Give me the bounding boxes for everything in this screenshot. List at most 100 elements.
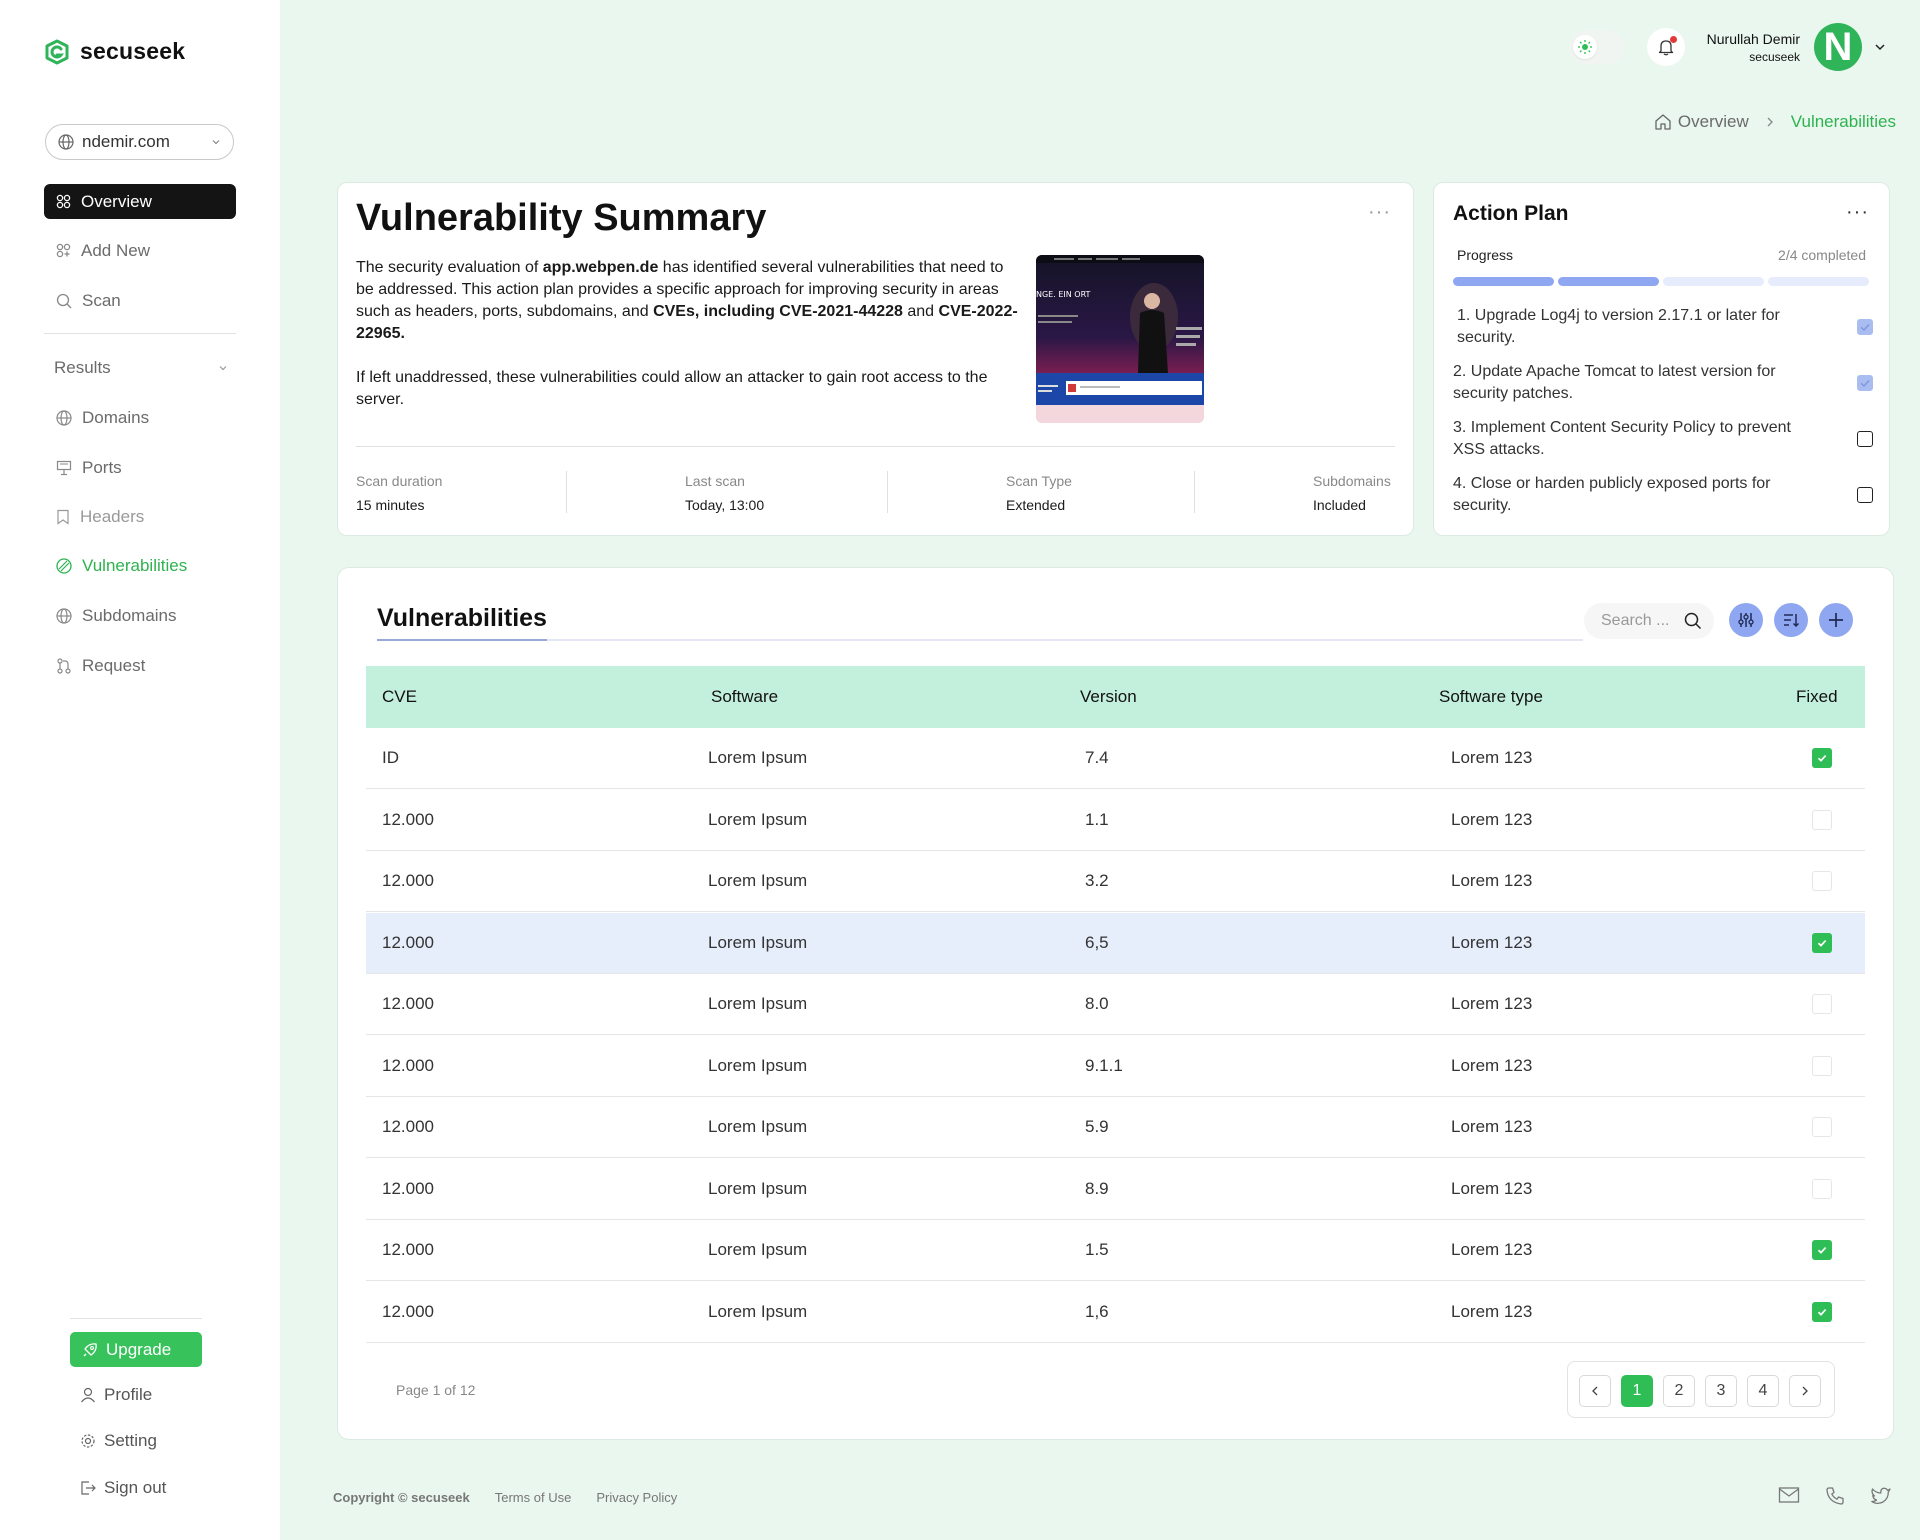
action-item-checkbox[interactable] [1857,431,1873,447]
fixed-checkbox[interactable] [1812,748,1832,768]
fixed-checkbox[interactable] [1812,1301,1832,1322]
column-header-fixed[interactable]: Fixed [1796,687,1838,706]
filter-sliders-icon [1738,613,1754,627]
breadcrumb-home[interactable]: Overview [1654,112,1749,132]
sort-button[interactable] [1774,603,1808,637]
column-header-version[interactable]: Version [1080,687,1137,706]
sidebar-item-label: Vulnerabilities [82,555,188,575]
fixed-checkbox[interactable] [1812,1178,1832,1199]
table-row[interactable]: 12.000 Lorem Ipsum 5.9 Lorem 123 [366,1097,1865,1158]
phone-icon[interactable] [1825,1486,1845,1506]
progress-label: Progress [1457,247,1514,263]
table-row[interactable]: 12.000 Lorem Ipsum 3.2 Lorem 123 [366,851,1865,912]
cell-cve: 12.000 [382,1178,434,1198]
theme-toggle[interactable] [1569,30,1624,64]
upgrade-button[interactable]: Upgrade [70,1332,202,1367]
results-group-toggle[interactable]: Results [44,350,236,385]
search-placeholder: Search ... [1601,612,1670,629]
sidebar-item-ports[interactable]: Ports [44,450,236,485]
table-row[interactable]: ID Lorem Ipsum 7.4 Lorem 123 [366,728,1865,789]
fixed-checkbox[interactable] [1812,1055,1832,1076]
stat-separator [566,471,567,513]
fixed-checkbox[interactable] [1812,932,1832,953]
table-row[interactable]: 12.000 Lorem Ipsum 6,5 Lorem 123 [366,912,1865,974]
prev-page-button[interactable] [1579,1375,1611,1407]
check-icon [1817,939,1827,947]
sidebar-item-domains[interactable]: Domains [44,400,236,435]
terms-link[interactable]: Terms of Use [494,1490,572,1505]
action-item-checkbox[interactable] [1857,319,1873,335]
filter-button[interactable] [1729,603,1763,637]
table-row[interactable]: 12.000 Lorem Ipsum 8.0 Lorem 123 [366,974,1865,1035]
stat-scan-duration: Scan duration 15 minutes [356,473,442,513]
logo[interactable]: secuseek [44,38,185,65]
footer-icons [1778,1486,1892,1506]
avatar[interactable]: N [1814,23,1862,71]
page-button[interactable]: 4 [1747,1375,1779,1407]
fixed-checkbox[interactable] [1812,1240,1832,1260]
table-row[interactable]: 12.000 Lorem Ipsum 9.1.1 Lorem 123 [366,1036,1865,1097]
screenshot-image: NGE. EIN ORT [1036,255,1204,405]
sidebar-item-vulnerabilities[interactable]: Vulnerabilities [44,548,236,583]
page-button[interactable]: 1 [1621,1375,1653,1407]
summary-title: Vulnerability Summary [356,197,767,239]
search-icon [1684,612,1702,630]
check-icon [1817,1247,1827,1254]
thumbnail-caption: NGE. EIN ORT [1036,290,1091,299]
column-header-software-type[interactable]: Software type [1439,687,1543,706]
breadcrumb: Overview Vulnerabilities [1654,112,1896,132]
cell-software-type: Lorem 123 [1451,1178,1533,1198]
privacy-link[interactable]: Privacy Policy [596,1490,678,1505]
chevron-down-icon[interactable] [1873,40,1887,54]
sidebar-item-overview[interactable]: Overview [44,184,236,219]
cell-version: 1.5 [1085,1240,1109,1259]
sidebar-item-request[interactable]: Request [44,648,236,683]
column-header-cve[interactable]: CVE [382,687,417,706]
twitter-icon[interactable] [1870,1486,1892,1506]
more-options-icon[interactable]: ··· [1368,201,1391,223]
setting-link[interactable]: Setting [80,1431,157,1451]
action-item-checkbox[interactable] [1857,375,1873,391]
table-row[interactable]: 12.000 Lorem Ipsum 1.5 Lorem 123 [366,1220,1865,1281]
profile-link[interactable]: Profile [80,1385,152,1405]
domain-select-value: ndemir.com [82,132,170,151]
cell-cve: 12.000 [382,1055,434,1075]
action-item-checkbox[interactable] [1857,487,1873,503]
table-row[interactable]: 12.000 Lorem Ipsum 1.1 Lorem 123 [366,790,1865,851]
page-button[interactable]: 2 [1663,1375,1695,1407]
column-header-software[interactable]: Software [711,687,779,706]
cell-cve: 12.000 [382,994,434,1013]
table-row[interactable]: 12.000 Lorem Ipsum 1,6 Lorem 123 [366,1282,1865,1343]
vulnerabilities-title: Vulnerabilities [377,604,547,632]
title-underline-highlight [377,639,547,641]
domain-select[interactable]: ndemir.com [45,124,234,160]
signout-link[interactable]: Sign out [80,1478,166,1498]
mail-icon[interactable] [1778,1486,1800,1504]
notifications-button[interactable] [1647,28,1685,66]
sidebar-item-label: Domains [82,407,150,427]
search-input[interactable]: Search ... [1584,603,1714,639]
cell-version: 9.1.1 [1085,1055,1123,1075]
table-row[interactable]: 12.000 Lorem Ipsum 8.9 Lorem 123 [366,1159,1865,1220]
sidebar-item-add-new[interactable]: Add New [44,233,236,268]
fixed-checkbox[interactable] [1812,1117,1832,1137]
add-vulnerability-button[interactable] [1819,603,1853,637]
check-icon [1817,755,1827,762]
cell-cve: 12.000 [382,1240,434,1259]
page-button[interactable]: 3 [1705,1375,1737,1407]
stat-scan-type: Scan Type Extended [1006,473,1072,513]
cell-software-type: Lorem 123 [1451,1117,1533,1136]
fixed-checkbox[interactable] [1812,809,1832,830]
fixed-checkbox[interactable] [1812,871,1832,891]
sidebar-item-scan[interactable]: Scan [44,283,236,318]
sidebar-item-subdomains[interactable]: Subdomains [44,598,236,633]
action-plan-title: Action Plan [1453,202,1569,225]
next-page-button[interactable] [1789,1375,1821,1407]
text-segment: The security evaluation of [356,259,543,276]
more-options-icon[interactable]: ··· [1846,201,1869,223]
website-screenshot-thumbnail[interactable]: NGE. EIN ORT [1036,255,1204,423]
fixed-checkbox[interactable] [1812,994,1832,1014]
sidebar-item-headers[interactable]: Headers [44,499,236,534]
stat-label: Last scan [685,473,745,489]
sidebar-item-label: Overview [81,191,152,211]
